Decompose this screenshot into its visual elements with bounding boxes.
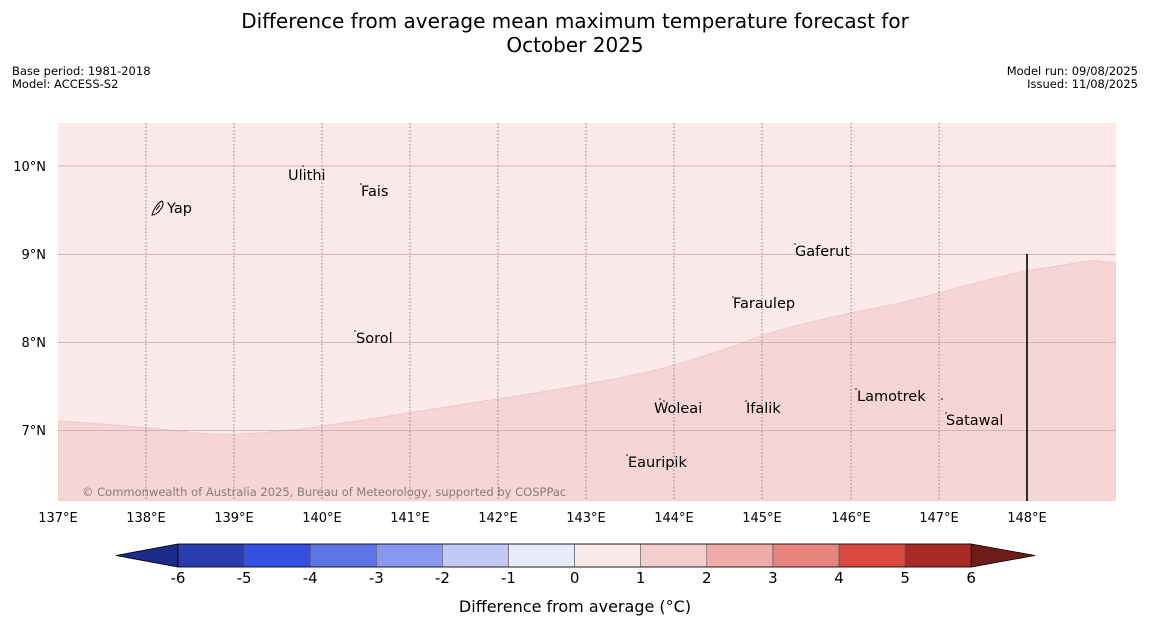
colorbar-extend-high [970, 543, 1036, 568]
place-label-satawal: Satawal [946, 413, 1003, 429]
place-label-gaferut: Gaferut [795, 244, 850, 260]
yap-island-outline [151, 200, 164, 216]
colorbar-segment [243, 543, 311, 568]
colorbar-frame [177, 543, 972, 568]
colorbar-extend-low [115, 543, 179, 568]
colorbar-segment [508, 543, 575, 568]
region-1-to-2 [58, 260, 1116, 501]
colorbar-tick-label: -2 [435, 569, 450, 587]
colorbar-tick-label: -6 [171, 569, 186, 587]
place-label-sorol: Sorol [356, 331, 393, 347]
colorbar-tick-label: 4 [834, 569, 844, 587]
colorbar-tick-label: -5 [237, 569, 252, 587]
map-plot-area: Yap Ulithi Fais Gaferut Faraulep Sorol L… [58, 123, 1116, 501]
place-label-woleai: Woleai [654, 401, 702, 417]
latitude-labels: 10°N 9°N 8°N 7°N [13, 160, 46, 439]
copyright-notice: © Commonwealth of Australia 2025, Bureau… [82, 485, 566, 499]
lon-label-138e: 138°E [126, 511, 166, 526]
longitude-labels: 137°E 138°E 139°E 140°E 141°E 142°E 143°… [38, 511, 1047, 526]
colorbar-tick-label: 1 [636, 569, 646, 587]
chart-title-line-2: October 2025 [506, 33, 644, 57]
place-label-faraulep: Faraulep [733, 296, 795, 312]
colorbar: -6 -5 -4 -3 -2 -1 0 1 2 3 4 5 6 [115, 543, 1036, 587]
lon-label-148e: 148°E [1007, 511, 1047, 526]
place-label-fais: Fais [361, 184, 388, 200]
place-label-yap: Yap [166, 201, 192, 217]
colorbar-segment [706, 543, 774, 568]
place-label-lamotrek: Lamotrek [857, 389, 926, 405]
colorbar-tick-label: 3 [768, 569, 778, 587]
place-label-eauripik: Eauripik [628, 455, 687, 471]
colorbar-segment [177, 543, 245, 568]
base-period-label: Base period: 1981-2018 [12, 64, 151, 78]
lon-label-137e: 137°E [38, 511, 78, 526]
lat-label-9n: 9°N [22, 248, 47, 263]
colorbar-segment [838, 543, 906, 568]
chart-title-line-1: Difference from average mean maximum tem… [241, 9, 909, 33]
colorbar-tick-label: 5 [900, 569, 910, 587]
lon-label-142e: 142°E [478, 511, 518, 526]
lon-label-144e: 144°E [654, 511, 694, 526]
lon-label-141e: 141°E [390, 511, 430, 526]
colorbar-tick-label: 2 [702, 569, 712, 587]
colorbar-segment [904, 543, 972, 568]
colorbar-segment [640, 543, 708, 568]
place-label-ifalik: Ifalik [746, 401, 781, 417]
colorbar-segment [442, 543, 509, 568]
lat-label-10n: 10°N [13, 160, 46, 175]
colorbar-segment [375, 543, 443, 568]
colorbar-tick-label: 6 [966, 569, 976, 587]
lon-label-143e: 143°E [566, 511, 606, 526]
island-dots [302, 165, 947, 456]
lon-label-145e: 145°E [742, 511, 782, 526]
colorbar-segment [574, 543, 641, 568]
lon-label-140e: 140°E [302, 511, 342, 526]
colorbar-tick-label: 0 [570, 569, 580, 587]
lon-label-147e: 147°E [919, 511, 959, 526]
colorbar-title: Difference from average (°C) [459, 597, 691, 616]
lon-label-139e: 139°E [214, 511, 254, 526]
place-label-ulithi: Ulithi [288, 168, 326, 184]
colorbar-tick-label: -3 [369, 569, 384, 587]
place-labels: Yap Ulithi Fais Gaferut Faraulep Sorol L… [166, 168, 1003, 471]
colorbar-tick-label: -4 [303, 569, 318, 587]
issued-label: Issued: 11/08/2025 [1027, 77, 1138, 91]
lat-label-7n: 7°N [22, 424, 47, 439]
longitude-gridlines [145, 123, 940, 501]
lat-label-8n: 8°N [22, 336, 47, 351]
model-run-label: Model run: 09/08/2025 [1006, 64, 1138, 78]
model-label: Model: ACCESS-S2 [12, 77, 119, 91]
colorbar-segment [309, 543, 377, 568]
colorbar-tick-label: -1 [501, 569, 516, 587]
colorbar-segment [772, 543, 840, 568]
lon-label-146e: 146°E [831, 511, 871, 526]
